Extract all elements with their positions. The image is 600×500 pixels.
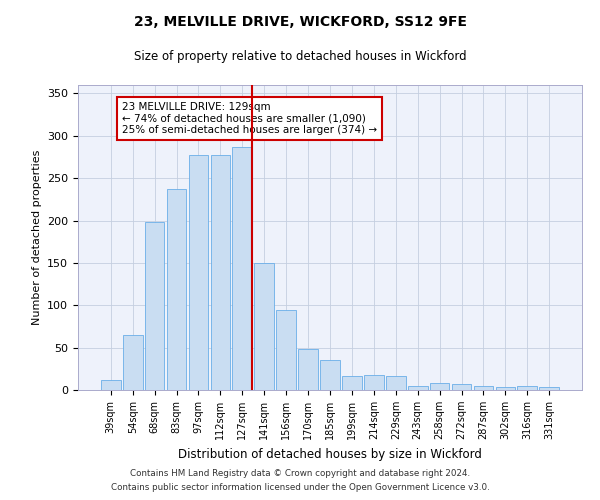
Bar — [232, 147, 252, 390]
Text: Contains public sector information licensed under the Open Government Licence v3: Contains public sector information licen… — [110, 484, 490, 492]
Bar — [342, 376, 362, 390]
Bar — [364, 375, 384, 390]
Bar — [101, 380, 121, 390]
Bar — [276, 310, 296, 390]
Bar — [298, 350, 318, 390]
Bar — [408, 386, 428, 390]
Bar — [211, 156, 230, 390]
Text: 23, MELVILLE DRIVE, WICKFORD, SS12 9FE: 23, MELVILLE DRIVE, WICKFORD, SS12 9FE — [133, 15, 467, 29]
Bar — [123, 335, 143, 390]
Text: Contains HM Land Registry data © Crown copyright and database right 2024.: Contains HM Land Registry data © Crown c… — [130, 468, 470, 477]
Bar — [320, 360, 340, 390]
Bar — [517, 386, 537, 390]
X-axis label: Distribution of detached houses by size in Wickford: Distribution of detached houses by size … — [178, 448, 482, 460]
Bar — [473, 386, 493, 390]
Bar — [430, 383, 449, 390]
Bar — [145, 222, 164, 390]
Bar — [167, 189, 187, 390]
Bar — [188, 156, 208, 390]
Text: 23 MELVILLE DRIVE: 129sqm
← 74% of detached houses are smaller (1,090)
25% of se: 23 MELVILLE DRIVE: 129sqm ← 74% of detac… — [122, 102, 377, 135]
Bar — [539, 388, 559, 390]
Y-axis label: Number of detached properties: Number of detached properties — [32, 150, 41, 325]
Text: Size of property relative to detached houses in Wickford: Size of property relative to detached ho… — [134, 50, 466, 63]
Bar — [254, 263, 274, 390]
Bar — [452, 384, 472, 390]
Bar — [496, 386, 515, 390]
Bar — [386, 376, 406, 390]
